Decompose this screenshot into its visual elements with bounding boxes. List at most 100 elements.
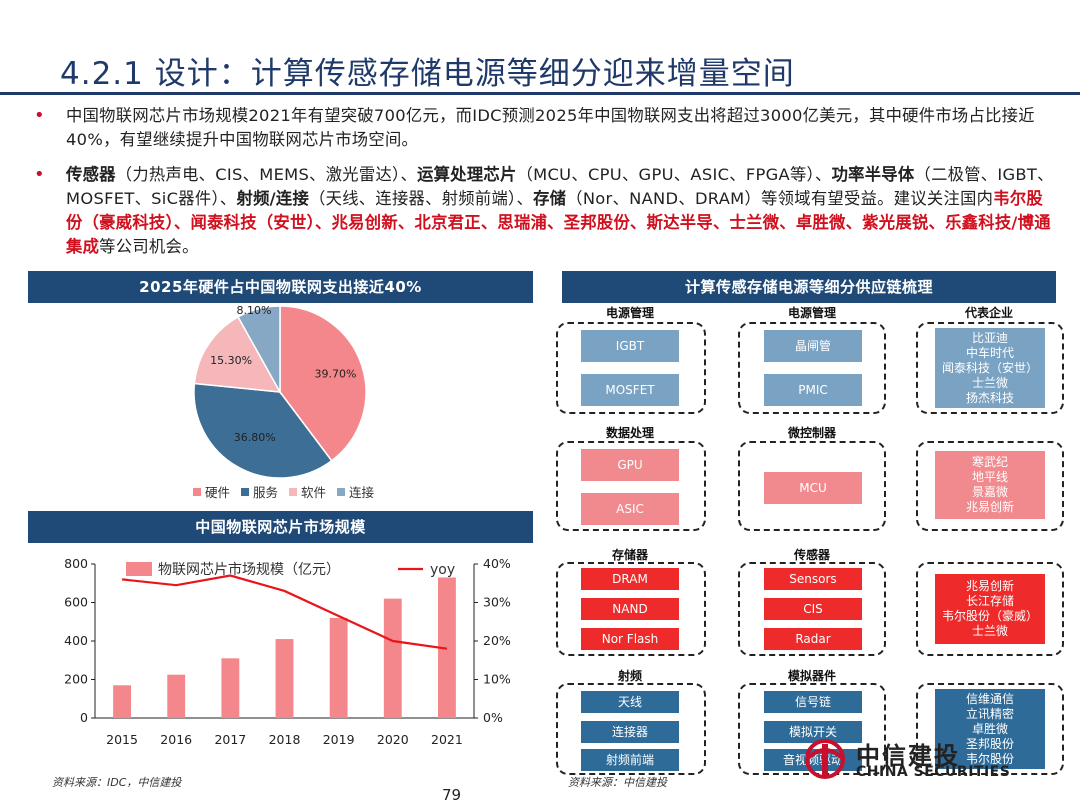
company-name: 景嘉微 [971,485,1008,499]
group-data-companies: 寒武纪 地平线 景嘉微 兆易创新 [916,441,1064,531]
bar-line-chart: 0 200 400 600 800 0% 10% 20% 30% 40% 2015 2016 2017 2… [64,556,511,747]
pie-chart: 39.70% 36.80% 15.30% 8.10% 硬件 服务 软件 连接 [193,305,375,500]
bullet-2-text: （MCU、CPU、GPU、ASIC、FPGA等）、 [516,165,832,184]
supply-chain-header: 计算传感存储电源等细分供应链梳理 [562,271,1056,303]
companies-power: 比亚迪 中车时代 闻泰科技（安世） 士兰微 扬杰科技 [935,328,1045,408]
pie-legend-label: 服务 [253,485,278,500]
bullet-2-text: （力热声电、CIS、MEMS、激光雷达）、 [115,165,418,184]
company-name: 兆易创新 [965,500,1014,514]
bullet-dot-icon: • [34,164,45,185]
item-sensors: Sensors [764,568,862,590]
x-tick-label: 2015 [106,732,138,747]
source-note-left: 资料来源：IDC，中信建投 [52,776,182,789]
pie-value-label: 15.30% [210,354,252,367]
x-tick-label: 2020 [377,732,409,747]
bar-legend-label: 物联网芯片市场规模（亿元） [158,561,340,578]
group-title-mcu: 微控制器 [787,426,836,440]
logo-mark-icon [805,739,845,779]
company-name: 比亚迪 [971,330,1008,345]
bullet-2-power: 功率半导体 [831,165,915,184]
item-analog-switch: 模拟开关 [764,721,862,743]
pie-legend-swatch [337,488,345,496]
group-title-analog: 模拟器件 [787,669,836,683]
company-name: 信维通信 [965,691,1014,706]
item-pmic: PMIC [764,374,862,406]
bar-chart-header: 中国物联网芯片市场规模 [28,511,533,543]
logo-text-en: CHINA SECURITIES [856,764,1011,780]
pie-legend-swatch [289,488,297,496]
bullet-1: • 中国物联网芯片市场规模2021年有望突破700亿元，而IDC预测2025年中… [34,104,1059,152]
companies-rf: 信维通信 立讯精密 卓胜微 圣邦股份 韦尔股份 [935,689,1045,769]
source-note-right: 资料来源：中信建投 [568,776,667,789]
pie-slice-3 [237,305,281,395]
pie-legend-label: 硬件 [205,485,230,500]
line-legend-label: yoy [430,562,455,578]
company-name: 寒武纪 [971,455,1008,469]
bullet-2: • 传感器（力热声电、CIS、MEMS、激光雷达）、运算处理芯片（MCU、CPU… [34,163,1059,259]
x-tick-label: 2017 [214,732,246,747]
y-tick-label: 0 [80,710,88,725]
y2-tick-label: 20% [483,633,511,648]
company-name: 兆易创新 [965,579,1014,593]
page-number: 79 [442,786,462,804]
y-tick-label: 200 [64,672,88,687]
group-sensor: Sensors CIS Radar [738,562,886,656]
logo-text-cn: 中信建投 [856,742,960,770]
company-name: 卓胜微 [971,721,1008,736]
bullet-2-text: （Nor、NAND、DRAM）等领域有望受益。建议关注国内 [566,189,994,208]
item-igbt: IGBT [581,330,679,362]
group-mcu: MCU [738,441,886,531]
bullet-2-storage: 存储 [533,189,567,208]
pie-legend-swatch [193,488,201,496]
bar-2017 [221,658,240,718]
group-title-storage: 存储器 [611,548,648,562]
page-title: 4.2.1 设计：计算传感存储电源等细分迎来增量空间 [60,56,795,92]
company-name: 扬杰科技 [965,390,1014,405]
item-radar: Radar [764,628,862,650]
bar-2018 [275,639,294,718]
company-name: 闻泰科技（安世） [941,360,1038,375]
item-mosfet: MOSFET [581,374,679,406]
bar-2015 [113,685,132,718]
item-cis: CIS [764,598,862,620]
group-power-1: IGBT MOSFET [556,322,706,414]
y-tick-label: 400 [64,633,88,648]
group-title-sensor: 传感器 [793,548,830,562]
item-signal-chain: 信号链 [764,691,862,713]
item-dram: DRAM [581,568,679,590]
pie-chart-header: 2025年硬件占中国物联网支出接近40% [28,271,533,303]
item-asic: ASIC [581,493,679,525]
companies-data: 寒武纪 地平线 景嘉微 兆易创新 [935,451,1045,519]
group-title-rf: 射频 [617,669,642,683]
pie-legend-label: 连接 [349,485,375,500]
group-title-data: 数据处理 [605,426,654,440]
item-antenna: 天线 [581,691,679,713]
pie-value-label: 39.70% [314,367,356,380]
bar-2020 [383,598,402,718]
company-name: 韦尔股份 [965,751,1014,766]
bullet-list: • 中国物联网芯片市场规模2021年有望突破700亿元，而IDC预测2025年中… [34,104,1059,270]
x-tick-label: 2018 [269,732,301,747]
item-nor-flash: Nor Flash [581,628,679,650]
pie-value-label: 8.10% [237,305,272,317]
y2-tick-label: 40% [483,556,511,571]
x-tick-label: 2016 [160,732,192,747]
group-title-power-2: 电源管理 [787,306,836,320]
pie-slice-2 [193,315,282,393]
y2-tick-label: 30% [483,595,511,610]
group-storage-companies: 兆易创新 长江存储 韦尔股份（豪威） 士兰微 [916,562,1064,656]
pie-legend-swatch [241,488,249,496]
company-logo: 中信建投 CHINA SECURITIES [800,734,1040,784]
y2-tick-label: 0% [483,710,503,725]
group-storage: DRAM NAND Nor Flash [556,562,706,656]
company-name: 韦尔股份（豪威） [941,609,1038,623]
company-name: 立讯精密 [965,706,1014,721]
y2-tick-label: 10% [483,672,511,687]
item-nand: NAND [581,598,679,620]
title-divider [0,92,1080,95]
pie-slice-0 [279,305,367,462]
y-tick-label: 600 [64,595,88,610]
company-name: 士兰微 [971,375,1008,390]
company-name: 地平线 [971,470,1008,484]
x-tick-label: 2021 [431,732,463,747]
